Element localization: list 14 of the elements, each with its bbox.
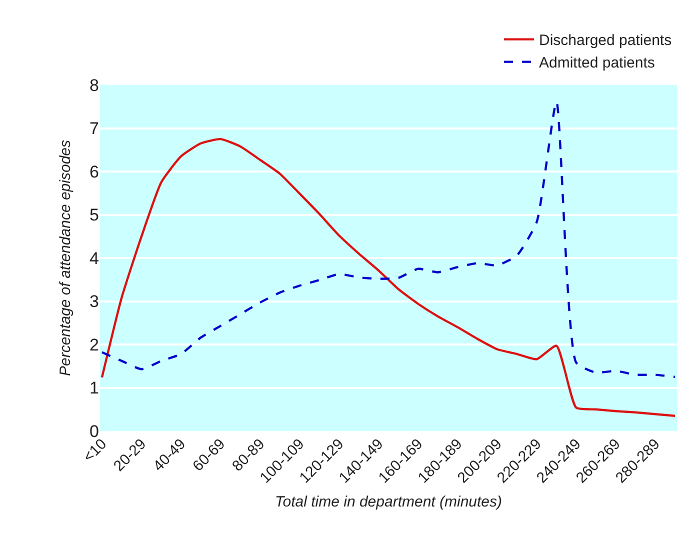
y-tick-label: 1 xyxy=(90,378,99,398)
x-axis-title: Total time in department (minutes) xyxy=(274,494,502,511)
y-tick-label: 4 xyxy=(90,248,99,268)
y-tick-label: 6 xyxy=(90,162,99,182)
y-tick-label: 7 xyxy=(90,119,99,138)
y-axis-title: Percentage of attendance episodes xyxy=(56,140,74,376)
y-tick-label: 2 xyxy=(90,335,99,354)
legend-label: Admitted patients xyxy=(539,54,655,72)
line-series xyxy=(100,138,676,417)
y-tick-label: 0 xyxy=(90,422,99,441)
legend-label: Discharged patients xyxy=(539,32,672,50)
y-tick-label: 5 xyxy=(90,206,99,225)
y-tick-label: 3 xyxy=(90,292,99,312)
y-tick-label: 8 xyxy=(90,76,99,95)
